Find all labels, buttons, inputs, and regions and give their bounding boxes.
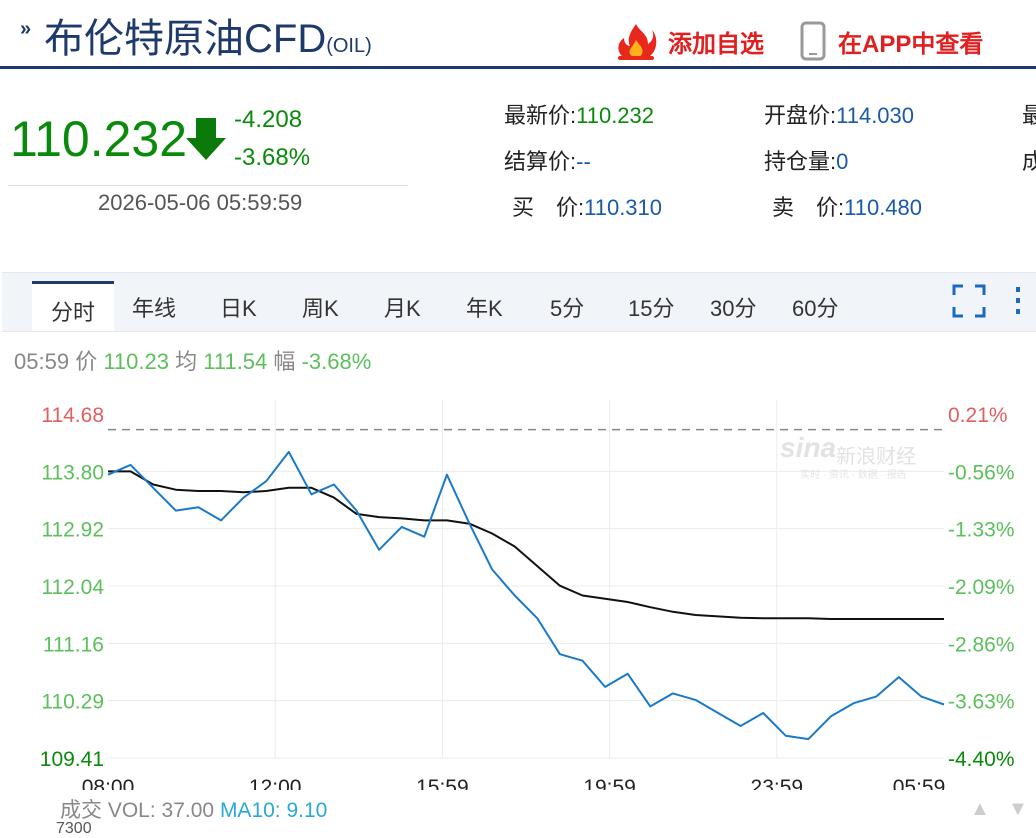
- watermark-text: 新浪财经: [836, 446, 916, 468]
- info-time: 05:59: [14, 349, 70, 374]
- y-tick-label: 109.41: [40, 748, 104, 771]
- watermark-subtext: 实时 · 资讯 · 数据 · 报告: [800, 470, 907, 481]
- instrument-symbol: (OIL): [326, 35, 372, 57]
- field-label: 买 价:: [512, 195, 585, 220]
- tab-yearly-k[interactable]: 年K: [466, 296, 503, 321]
- tab-5min[interactable]: 5分: [550, 296, 585, 321]
- instrument-name: 布伦特原油CFD: [44, 17, 327, 61]
- y2-tick-label: -3.63%: [948, 691, 1015, 714]
- price-line: [107, 450, 945, 741]
- open-interest-field: 持仓量:0: [764, 144, 848, 176]
- tab-monthly-k[interactable]: 月K: [384, 296, 421, 321]
- field-label: 成: [1022, 149, 1036, 174]
- x-tick-label: 15:59: [416, 776, 469, 790]
- y2-tick-label: 0.21%: [948, 404, 1008, 427]
- page-title: 布伦特原油CFD(OIL): [44, 6, 372, 64]
- scroll-up-icon[interactable]: ▲: [970, 798, 990, 820]
- info-avg: 111.54: [203, 349, 268, 374]
- info-amp: -3.68%: [301, 349, 372, 374]
- more-options-icon[interactable]: [1012, 284, 1024, 318]
- y-tick-label: 110.29: [41, 691, 104, 714]
- y-tick-label: 114.68: [41, 404, 104, 427]
- tab-yearline[interactable]: 年线: [132, 296, 177, 321]
- sina-logo: sina: [780, 432, 837, 463]
- field-value: 110.480: [844, 195, 923, 220]
- price-change: -4.208: [234, 106, 303, 133]
- current-price: 110.232: [10, 111, 188, 167]
- info-amp-label: 幅: [273, 349, 296, 374]
- chevron-icon: »: [20, 18, 32, 40]
- latest-price-field: 最新价:110.232: [504, 98, 654, 130]
- volume-field: 成: [1022, 144, 1036, 176]
- x-tick-label: 05:59: [893, 776, 946, 790]
- scroll-down-icon[interactable]: ▼: [1008, 798, 1028, 820]
- add-favorite-button[interactable]: 添加自选: [668, 31, 764, 58]
- field-value: 110.310: [584, 195, 663, 220]
- avg-price-line: [108, 470, 944, 620]
- y2-tick-label: -1.33%: [948, 519, 1015, 542]
- volume-axis-top: 7300: [56, 820, 92, 837]
- tab-intraday[interactable]: 分时: [32, 281, 114, 331]
- field-value: --: [576, 149, 591, 174]
- settle-price-field: 结算价:--: [504, 144, 591, 176]
- volume-label: 成交: [60, 799, 102, 822]
- page-header: » 布伦特原油CFD(OIL) 添加自选 在APP中查看: [0, 0, 1036, 69]
- field-value: 0: [836, 149, 849, 174]
- field-label: 最: [1022, 103, 1036, 128]
- field-label: 持仓量:: [764, 149, 837, 174]
- quote-time: 2026-05-06 05:59:59: [98, 190, 303, 215]
- down-arrow-icon: [186, 118, 226, 160]
- volume-ma: MA10: 9.10: [219, 799, 328, 822]
- bid-price-field: 买 价:110.310: [512, 190, 662, 222]
- high-price-field: 最: [1022, 98, 1036, 130]
- price-change-percent: -3.68%: [234, 144, 311, 171]
- fullscreen-icon[interactable]: [952, 284, 986, 318]
- y2-tick-label: -0.56%: [948, 461, 1015, 484]
- y2-tick-label: -2.86%: [948, 633, 1015, 656]
- divider: [8, 185, 408, 186]
- field-value: 110.232: [576, 103, 655, 128]
- y2-tick-label: -4.40%: [948, 748, 1015, 771]
- volume-value: VOL: 37.00: [107, 799, 215, 822]
- intraday-chart[interactable]: 114.68 0.21% 113.80 -0.56% 112.92 -1.33% 112.0…: [0, 380, 1036, 790]
- info-price: 110.23: [103, 349, 169, 374]
- tab-30min[interactable]: 30分: [710, 296, 757, 321]
- y-tick-label: 113.80: [41, 461, 104, 484]
- hover-info-line: 05:59 价 110.23 均 111.54 幅 -3.68%: [14, 344, 371, 376]
- x-tick-label: 23:59: [751, 776, 804, 790]
- y2-tick-label: -2.09%: [948, 576, 1015, 599]
- info-avg-label: 均: [175, 349, 198, 374]
- open-price-field: 开盘价:114.030: [764, 98, 914, 130]
- x-tick-label: 12:00: [249, 776, 302, 790]
- field-label: 开盘价:: [764, 103, 837, 128]
- y-tick-label: 112.04: [41, 576, 104, 599]
- tab-daily-k[interactable]: 日K: [220, 296, 257, 321]
- field-label: 卖 价:: [772, 195, 845, 220]
- x-tick-label: 19:59: [583, 776, 636, 790]
- field-label: 结算价:: [504, 149, 577, 174]
- phone-icon[interactable]: [800, 21, 826, 61]
- fire-icon[interactable]: [614, 22, 658, 62]
- info-price-label: 价: [75, 349, 98, 374]
- field-value: 114.030: [836, 103, 915, 128]
- volume-info: 成交 VOL: 37.00 MA10: 9.10: [60, 794, 327, 824]
- x-tick-label: 08:00: [82, 776, 135, 790]
- tab-15min[interactable]: 15分: [628, 296, 675, 321]
- ask-price-field: 卖 价:110.480: [772, 190, 922, 222]
- tab-weekly-k[interactable]: 周K: [302, 296, 339, 321]
- y-tick-label: 112.92: [41, 519, 104, 542]
- period-tab-bar: 分时 年线 日K 周K 月K 年K 5分 15分 30分 60分: [2, 272, 1036, 332]
- field-label: 最新价:: [504, 103, 577, 128]
- view-in-app-link[interactable]: 在APP中查看: [838, 31, 984, 58]
- tab-60min[interactable]: 60分: [792, 296, 839, 321]
- y-tick-label: 111.16: [43, 633, 104, 656]
